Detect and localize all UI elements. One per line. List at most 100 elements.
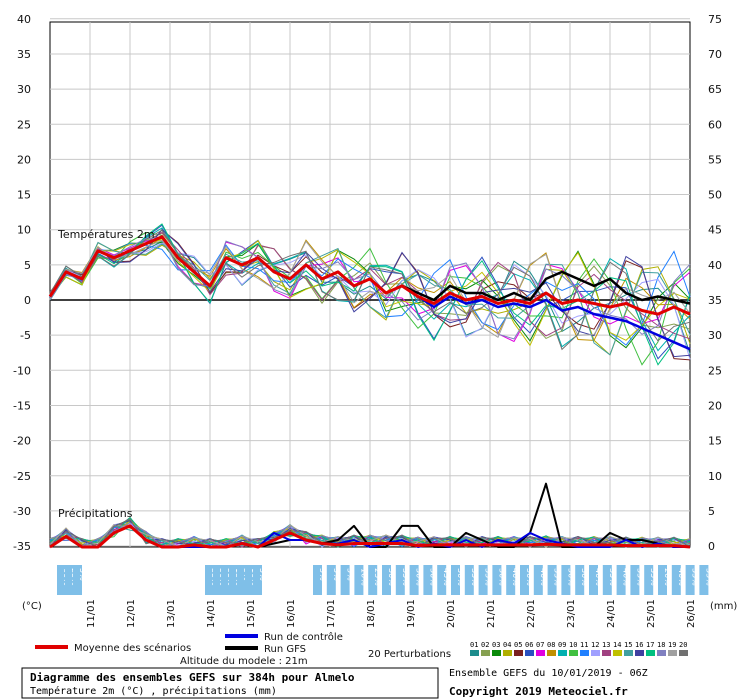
snow-probability-label: 35% [553, 568, 562, 586]
right-tick-label: 65 [708, 83, 722, 96]
main-series [48, 235, 691, 549]
snow-probability: 40% [671, 565, 686, 595]
perturbation-number: 20 [679, 641, 687, 649]
snow-probability-label: 35% [401, 568, 410, 586]
perturbation-number: 12 [591, 641, 599, 649]
perturbation-number: 09 [558, 641, 566, 649]
left-tick-label: 5 [24, 259, 31, 272]
snow-probability: 40% [533, 565, 548, 595]
right-tick-label: 60 [708, 118, 722, 131]
snow-cell [368, 565, 378, 595]
snow-probability-label: 40% [677, 568, 686, 586]
right-tick-label: 70 [708, 48, 722, 61]
snow-cell [382, 565, 391, 595]
snow-probability-label: 35% [635, 568, 644, 586]
snow-cell [547, 565, 557, 595]
snow-probability-label: 10% [359, 568, 368, 586]
perturbation-temp-line [49, 229, 691, 351]
x-tick-label: 18/01 [366, 599, 377, 628]
snow-cell [492, 565, 502, 595]
perturbation-number: 01 [470, 641, 478, 649]
snow-cell [229, 565, 238, 595]
snow-probability-label: 30% [428, 568, 437, 586]
legend-control-label: Run de contrôle [264, 631, 343, 643]
perturbation-temp-line [49, 228, 691, 358]
snow-probability: 35% [699, 565, 713, 595]
snow-cell [671, 565, 681, 595]
perturbation-temp-line [49, 239, 691, 339]
run-info: Ensemble GEFS du 10/01/2019 - 06Z [449, 668, 648, 679]
left-tick-label: 10 [17, 224, 31, 237]
snow-probability: 35% [478, 565, 493, 595]
left-tick-label: 35 [17, 48, 31, 61]
snow-cell [451, 565, 460, 595]
snow-probability-label: 35% [691, 568, 700, 586]
right-tick-label: 25 [708, 364, 722, 377]
snow-cell [237, 565, 246, 595]
right-tick-label: 50 [708, 189, 722, 202]
right-tick-label: 15 [708, 435, 722, 448]
right-tick-label: 10 [708, 470, 722, 483]
snow-cell [602, 565, 612, 595]
x-tick-label: 15/01 [246, 599, 257, 628]
snow-probability-label: 50% [566, 568, 575, 586]
perturbation-swatch [657, 650, 666, 656]
right-tick-label: 30 [708, 329, 722, 342]
right-tick-label: 35 [708, 294, 722, 307]
mean-precip-line [49, 524, 691, 549]
x-tick-label: 16/01 [286, 599, 297, 628]
snow-cell [589, 565, 598, 595]
perturbation-number: 05 [514, 641, 522, 649]
altitude-label: Altitude du modele : 21m [180, 656, 308, 667]
perturbation-number: 03 [492, 641, 500, 649]
x-tick-label: 19/01 [406, 599, 417, 628]
perturbation-number: 18 [657, 641, 665, 649]
snow-probability: 30% [423, 565, 437, 595]
x-tick-label: 26/01 [686, 599, 697, 628]
perturbation-swatch [503, 650, 512, 656]
snow-probability: 30% [451, 565, 465, 595]
left-tick-label: -25 [13, 470, 31, 483]
snow-probability-label: 35% [649, 568, 658, 586]
snow-cell [658, 565, 667, 595]
x-axis-labels: 11/01 12/01 13/01 14/01 15/01 16/01 17/01 18/01… [86, 599, 697, 628]
snow-cell [630, 565, 640, 595]
snow-probability: 20% [658, 565, 672, 595]
snow-cell [253, 565, 262, 595]
snow-cell [575, 565, 585, 595]
x-tick-label: 12/01 [126, 599, 137, 628]
right-tick-label: 20 [708, 399, 722, 412]
x-tick-label: 22/01 [526, 599, 537, 628]
snow-cell [616, 565, 626, 595]
right-unit-label: (mm) [710, 601, 737, 612]
snow-probability-label: 35% [484, 568, 493, 586]
snow-probability-label: 30% [580, 568, 589, 586]
perturbation-swatch [481, 650, 490, 656]
snow-cell [423, 565, 433, 595]
right-tick-label: 55 [708, 153, 722, 166]
snow-probability-label: 30% [497, 568, 506, 586]
snow-probability-label: 40% [594, 568, 603, 586]
right-tick-label: 0 [708, 540, 715, 553]
snow-probability: 40% [506, 565, 520, 595]
perturbation-swatch [514, 650, 523, 656]
left-tick-label: -30 [13, 505, 31, 518]
snow-probability: 30% [382, 565, 396, 595]
snow-cell [326, 565, 336, 595]
snow-probability: 35% [685, 565, 700, 595]
snow-cell [354, 565, 364, 595]
perturbation-swatch [635, 650, 644, 656]
snow-probability-label: 35% [470, 568, 479, 586]
perturbation-number: 08 [547, 641, 555, 649]
left-tick-label: -35 [13, 540, 31, 553]
snow-probability-label: 40% [539, 568, 548, 586]
perturbation-swatch [602, 650, 611, 656]
perturbation-number: 13 [602, 641, 610, 649]
left-unit-label: (°C) [22, 601, 42, 612]
perturbation-number: 17 [646, 641, 654, 649]
snow-probability: 50% [520, 565, 534, 595]
left-tick-label: 25 [17, 118, 31, 131]
snow-probability-label: 5% [332, 568, 341, 581]
chart-subtitle: Température 2m (°C) , précipitations (mm… [30, 685, 277, 697]
